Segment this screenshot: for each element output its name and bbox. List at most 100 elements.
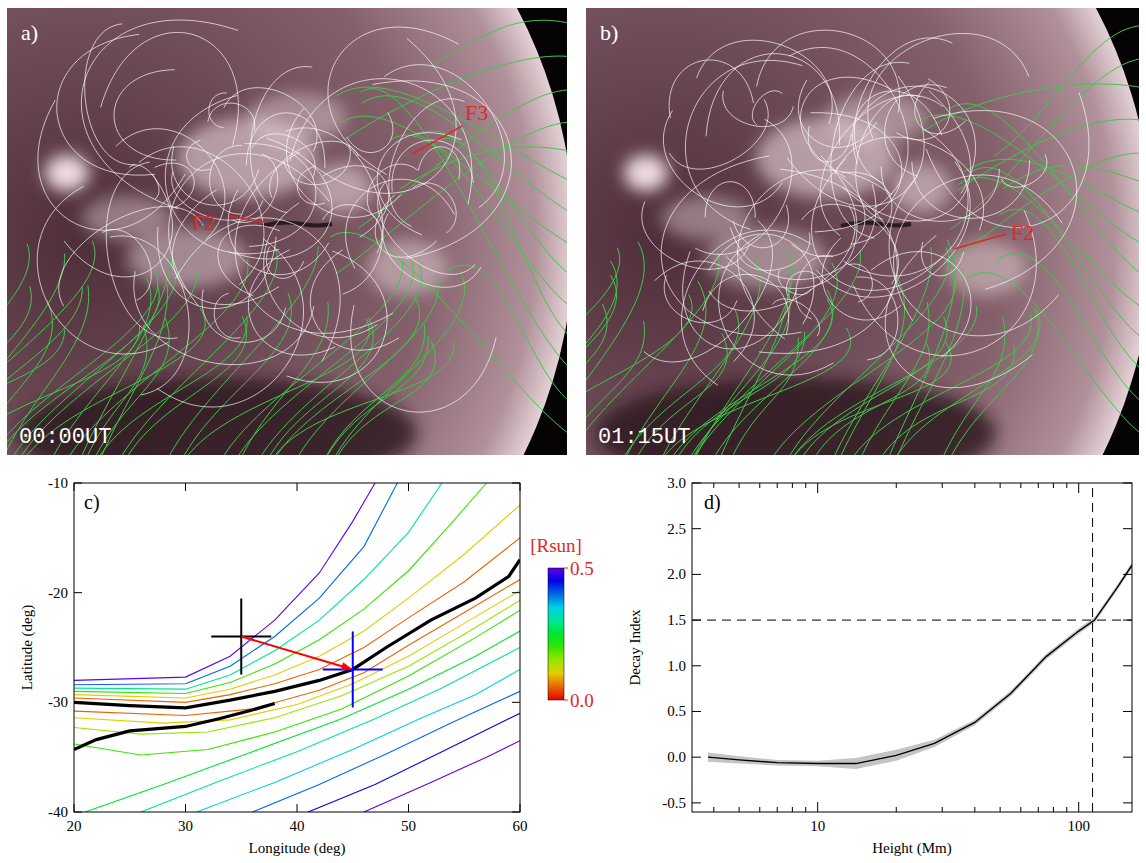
bright-region [82,196,172,240]
closed-field-line [367,164,417,221]
closed-field-line [669,99,768,169]
y-tick [1123,802,1132,803]
closed-field-line [373,81,512,259]
x-minor-tick [792,483,793,488]
open-field-line [943,308,1038,455]
closed-field-line [85,24,136,165]
contour-line [197,669,520,812]
x-tick [185,804,186,812]
open-field-line [969,167,1139,348]
contour-line [252,691,520,812]
closed-field-line [853,91,942,164]
y-tick [692,483,701,484]
closed-field-line [38,100,185,230]
x-minor-tick [759,483,760,488]
closed-field-line [310,250,399,350]
x-minor-tick [805,483,806,488]
closed-field-line [842,91,970,221]
x-minor-tick [713,807,714,812]
x-tick [74,804,75,812]
x-tick [408,804,409,812]
x-minor-tick [1000,807,1001,812]
x-tick-label: 40 [290,818,305,834]
feature-label: F2 [192,210,215,235]
open-field-line [957,119,1139,190]
y-tick-label: -0.5 [662,795,686,811]
open-field-line [967,273,1139,444]
closed-field-line [723,91,794,127]
x-tick [817,802,818,812]
open-field-line [228,262,413,455]
open-field-line [340,116,567,252]
x-minor-tick [1038,483,1039,488]
closed-field-line [663,111,782,207]
closed-field-line [129,165,159,199]
open-field-line [994,26,1139,157]
closed-field-line [116,129,225,239]
y-axis-title: Decay Index [627,609,643,686]
closed-field-line [246,113,325,168]
y-tick [1123,574,1132,575]
closed-field-line [697,40,833,124]
y-tick [512,592,520,593]
closed-field-line [101,32,239,145]
solar-disk [7,8,567,455]
x-minor-tick [713,483,714,488]
y-tick [1123,757,1132,758]
closed-field-line [297,167,325,205]
y-tick [692,802,701,803]
closed-field-line [772,299,819,336]
x-minor-tick [739,807,740,812]
closed-field-line [706,54,840,146]
frame [692,483,1132,812]
closed-field-line [59,207,204,306]
closed-field-line [856,95,920,220]
open-field-line [336,122,567,274]
y-tick [512,812,520,813]
closed-field-line [664,276,737,323]
closed-field-line [214,293,240,338]
x-tick [520,483,521,491]
y-tick [1123,665,1132,666]
time-label: 01:15UT [598,425,690,450]
closed-field-line [835,137,984,230]
closed-field-line [800,77,891,177]
feature-label: F2 [1011,220,1034,245]
colorbar [548,568,564,700]
closed-field-line [157,239,303,407]
x-minor-tick [792,807,793,812]
y-tick [1123,483,1132,484]
closed-field-line [885,235,1032,387]
bright-region [624,155,668,191]
closed-field-line [187,140,211,170]
closed-field-line [209,93,227,128]
closed-field-line [853,211,1036,356]
image-content [7,8,567,455]
closed-field-line [351,305,496,412]
closed-field-line [165,95,279,253]
open-field-line [843,314,1031,455]
leader-line [954,234,1006,249]
closed-field-line [786,271,822,296]
y-tick-label: 1.5 [667,612,686,628]
open-field-line [414,131,567,284]
y-tick [692,757,701,758]
open-field-line [177,319,370,455]
y-tick-label: 0.5 [667,703,686,719]
closed-field-line [844,129,968,276]
y-tick [512,483,520,484]
closed-field-line [218,225,280,296]
contour-line [308,713,520,812]
filament [841,222,911,226]
y-axis-title: Latitude (deg) [19,605,36,690]
closed-field-line [418,147,459,179]
open-field-line [872,347,1014,455]
open-field-line [586,294,692,455]
y-tick [74,702,82,703]
x-minor-tick [739,483,740,488]
open-field-line [328,341,435,455]
colorbar-tick [564,700,568,701]
x-axis-title: Longitude (deg) [248,840,345,857]
y-tick [692,620,701,621]
open-field-line [330,232,567,444]
